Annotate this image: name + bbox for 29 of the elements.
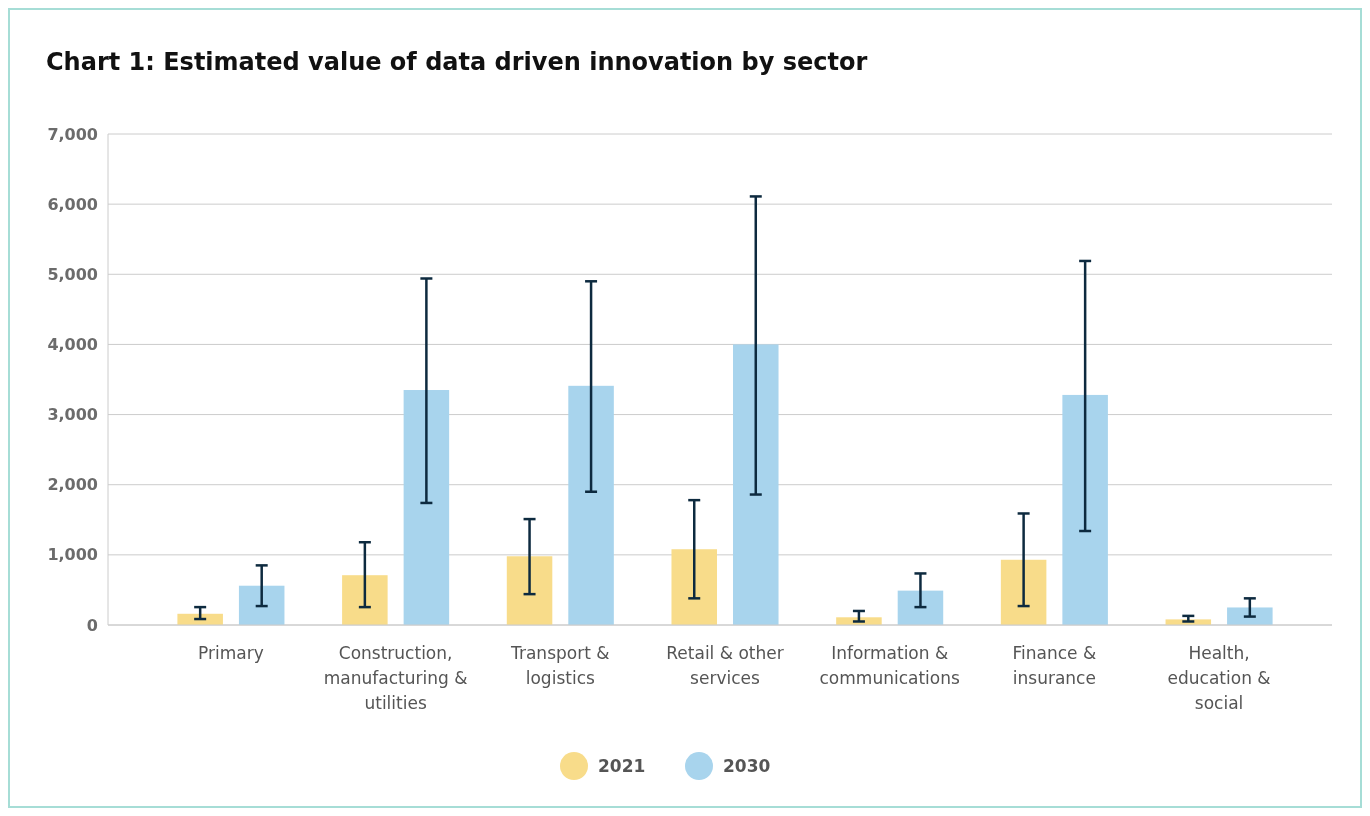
bar (897, 590, 944, 625)
y-tick-label: 5,000 (47, 264, 98, 284)
x-tick-label: Health, education & social (1167, 643, 1271, 713)
bar (506, 556, 553, 625)
bar (1062, 394, 1108, 625)
bar (733, 344, 779, 625)
bar (342, 575, 388, 625)
x-tick-label: Information & communications (819, 643, 960, 688)
bar (568, 385, 614, 625)
bar (238, 585, 285, 625)
x-tick-label: Finance & insurance (1012, 643, 1097, 688)
bar (671, 549, 717, 625)
legend-label: 2021 (598, 755, 646, 776)
y-tick-label: 2,000 (47, 475, 98, 495)
y-tick-label: 7,000 (47, 124, 98, 144)
chart-title: Chart 1: Estimated value of data driven innovation by sector (46, 48, 868, 76)
legend-label: 2030 (723, 755, 771, 776)
x-tick-label: Transport & logistics (510, 643, 610, 688)
x-tick-label: Retail & other services (666, 643, 784, 688)
y-tick-label: 1,000 (47, 545, 98, 565)
bar (403, 390, 450, 625)
x-tick-label: Primary (198, 643, 264, 663)
y-tick-label: 0 (86, 615, 98, 635)
x-tick-label: Construction, manufacturing & utilities (323, 643, 468, 713)
bar (1000, 559, 1047, 625)
bar (1227, 607, 1273, 625)
y-tick-label: 4,000 (47, 335, 98, 355)
y-tick-label: 6,000 (47, 194, 98, 214)
y-tick-label: 3,000 (47, 405, 98, 425)
